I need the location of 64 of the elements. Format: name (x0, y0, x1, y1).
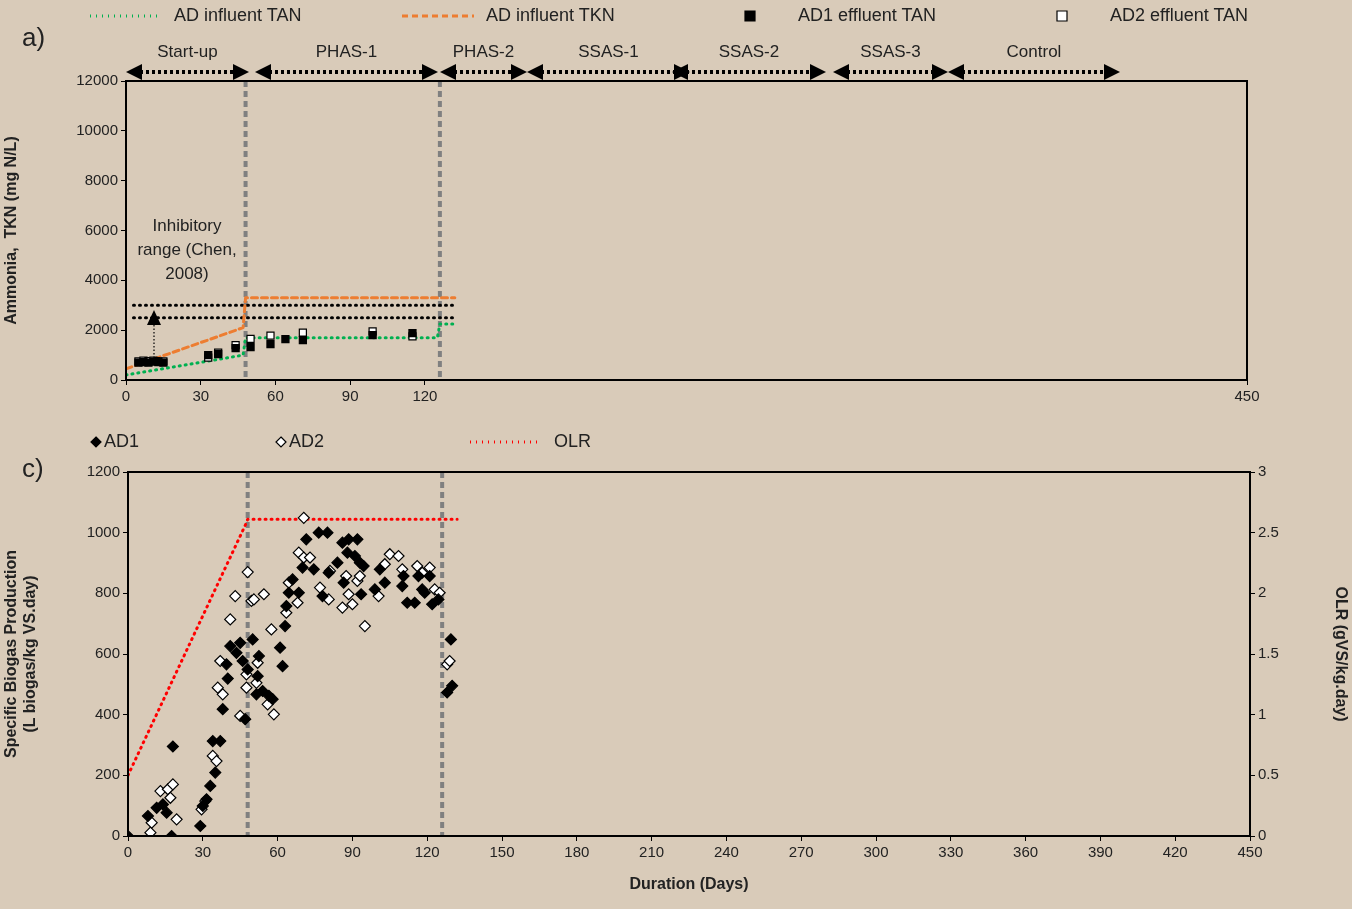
y-tick-label: 0 (111, 826, 120, 844)
chart-title: a) (22, 22, 46, 53)
y2-tick-label: 3 (1258, 462, 1267, 480)
text: Control (1005, 41, 1063, 63)
legend-label: AD influent TAN (174, 4, 302, 25)
x-tick-label: 150 (489, 843, 515, 861)
y-tick-label: 2000 (84, 320, 118, 338)
y2-tick-label: 2.5 (1258, 522, 1279, 540)
legend-label: AD1 (104, 430, 140, 451)
x-tick-label: 240 (713, 843, 739, 861)
y2-tick-label: 1.5 (1258, 644, 1279, 662)
x-tick-label: 90 (341, 387, 359, 405)
x-tick-label: 270 (788, 843, 814, 861)
x-tick-label: 60 (267, 387, 284, 405)
text: SSAS-3 (859, 41, 922, 63)
y2-tick-label: 0.5 (1258, 765, 1279, 783)
x-tick-label: 120 (414, 843, 440, 861)
x-tick-label: 60 (269, 843, 286, 861)
x-tick-label: 330 (938, 843, 964, 861)
y-tick-label: 8000 (84, 170, 118, 188)
y2-tick-label: 2 (1258, 583, 1267, 601)
x-tick-label: 390 (1087, 843, 1113, 861)
annotation: Inhibitory range (Chen, 2008) (136, 215, 238, 285)
y-tick-label: 400 (94, 704, 120, 722)
x-tick-label: 30 (194, 843, 212, 861)
x-tick-label: 420 (1162, 843, 1188, 861)
x-tick-label: 450 (1234, 387, 1260, 405)
y-tick-label: 10000 (76, 120, 118, 138)
text: SSAS-1 (578, 42, 639, 61)
legend-label: AD2 effluent TAN (1110, 4, 1249, 25)
x-tick-label: 30 (192, 387, 210, 405)
chart-title: c) (22, 453, 44, 484)
y2-tick-label: 1 (1258, 704, 1267, 722)
y2-axis-title: OLR (gVS/kg.day) (1332, 586, 1350, 722)
y-tick-label: 4000 (84, 270, 118, 288)
y-tick-label: 1000 (86, 522, 120, 540)
y-tick-label: 800 (94, 583, 120, 601)
text: Start-up (156, 41, 219, 63)
y-tick-label: 200 (94, 765, 120, 783)
x-tick-label: 450 (1237, 843, 1263, 861)
y-tick-label: 6000 (84, 220, 118, 238)
y2-tick-label: 0 (1258, 826, 1267, 844)
y-tick-label: 1200 (86, 462, 120, 480)
legend-label: OLR (554, 430, 592, 451)
y-tick-label: 12000 (76, 71, 118, 89)
x-tick-label: 210 (639, 843, 665, 861)
x-tick-label: 90 (344, 843, 361, 861)
x-tick-label: 180 (564, 843, 590, 861)
x-tick-label: 300 (863, 843, 889, 861)
x-tick-label: 120 (412, 387, 438, 405)
legend-label: AD influent TKN (486, 4, 615, 25)
y-axis-title: Ammonia, TKN (mg N/L) (2, 136, 20, 325)
text: SSAS-2 (717, 41, 781, 63)
text: PHAS-1 (315, 42, 378, 61)
x-tick-label: 0 (121, 387, 131, 405)
legend-label: AD1 effluent TAN (798, 4, 937, 25)
x-axis-title: Duration (Days) (629, 874, 749, 892)
y-tick-label: 600 (94, 644, 120, 662)
x-tick-label: 360 (1013, 843, 1039, 861)
text: PHAS-2 (451, 41, 516, 63)
x-tick-label: 0 (123, 843, 133, 861)
y-tick-label: 0 (109, 370, 118, 388)
legend-label: AD2 (289, 430, 325, 451)
y-axis-title: Specific Biogas Production (L biogas/kg VS.day) (2, 549, 39, 759)
